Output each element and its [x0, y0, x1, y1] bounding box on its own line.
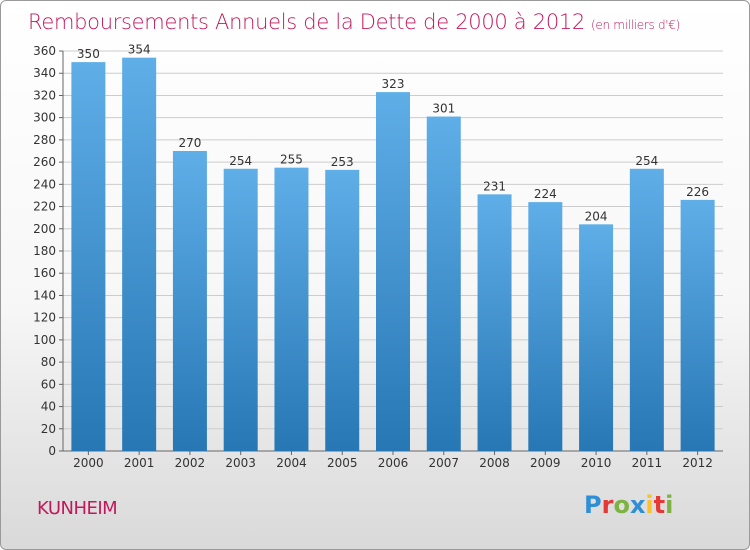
x-tick-label: 2005 — [327, 456, 358, 470]
data-label: 270 — [178, 136, 201, 150]
x-tick-label: 2000 — [73, 456, 104, 470]
bar-2012 — [680, 199, 715, 451]
data-label: 255 — [280, 153, 303, 167]
data-label: 323 — [382, 77, 405, 91]
x-tick-label: 2008 — [479, 456, 510, 470]
y-tick-label: 60 — [41, 377, 56, 391]
data-label: 354 — [128, 43, 151, 57]
x-tick-label: 2010 — [581, 456, 612, 470]
data-label: 253 — [331, 155, 354, 169]
x-tick-label: 2002 — [175, 456, 206, 470]
city-name: KUNHEIM — [37, 498, 118, 519]
chart-unit: (en milliers d'€) — [591, 18, 681, 32]
data-label: 301 — [432, 102, 455, 116]
bar-2006 — [376, 92, 410, 451]
bar-2008 — [477, 194, 512, 452]
y-tick-label: 300 — [33, 111, 56, 125]
data-label: 204 — [585, 209, 608, 223]
data-labels: 350 354 270 254 255 253 323 301 231 224 204 254 226 — [77, 43, 709, 224]
bar-2005 — [325, 169, 360, 451]
data-label: 254 — [635, 154, 658, 168]
x-tick-label: 2003 — [225, 456, 256, 470]
bar-2002 — [172, 151, 207, 451]
x-axis-ticks: 2000 2001 2002 2003 2004 2005 2006 2007 2008 2009… — [73, 451, 713, 470]
bar-2007 — [426, 116, 461, 452]
chart-title-text: Remboursements Annuels de la Dette de 20… — [28, 10, 585, 34]
y-tick-label: 0 — [48, 444, 56, 458]
y-tick-label: 80 — [41, 355, 56, 369]
data-label: 254 — [229, 154, 252, 168]
y-tick-label: 140 — [33, 288, 56, 302]
chart-title: Remboursements Annuels de la Dette de 20… — [28, 10, 680, 34]
x-tick-label: 2004 — [276, 456, 307, 470]
bar-2009 — [528, 202, 563, 451]
x-tick-label: 2009 — [530, 456, 561, 470]
y-tick-label: 260 — [33, 155, 56, 169]
data-label: 231 — [483, 179, 506, 193]
bar-2010 — [579, 224, 614, 451]
bar-2003 — [223, 168, 258, 451]
y-tick-label: 360 — [33, 44, 56, 58]
bar-2000 — [71, 62, 106, 451]
y-tick-label: 340 — [33, 66, 56, 80]
data-label: 226 — [686, 185, 709, 199]
x-tick-label: 2001 — [124, 456, 155, 470]
y-tick-label: 120 — [33, 311, 56, 325]
y-tick-label: 240 — [33, 177, 56, 191]
data-label: 224 — [534, 187, 557, 201]
y-tick-label: 320 — [33, 88, 56, 102]
y-tick-label: 180 — [33, 244, 56, 258]
y-tick-label: 20 — [41, 422, 56, 436]
y-tick-label: 160 — [33, 266, 56, 280]
bar-2001 — [122, 57, 157, 452]
x-tick-label: 2006 — [378, 456, 409, 470]
bars — [71, 57, 715, 452]
y-tick-label: 100 — [33, 333, 56, 347]
y-tick-label: 220 — [33, 200, 56, 214]
x-tick-label: 2012 — [682, 456, 713, 470]
proxiti-logo: Proxiti — [584, 491, 674, 519]
x-tick-label: 2007 — [428, 456, 459, 470]
y-tick-label: 200 — [33, 222, 56, 236]
bar-2004 — [274, 167, 309, 451]
data-label: 350 — [77, 47, 100, 61]
y-tick-label: 40 — [41, 400, 56, 414]
y-tick-label: 280 — [33, 133, 56, 147]
bar-2011 — [629, 168, 664, 451]
x-tick-label: 2011 — [632, 456, 663, 470]
